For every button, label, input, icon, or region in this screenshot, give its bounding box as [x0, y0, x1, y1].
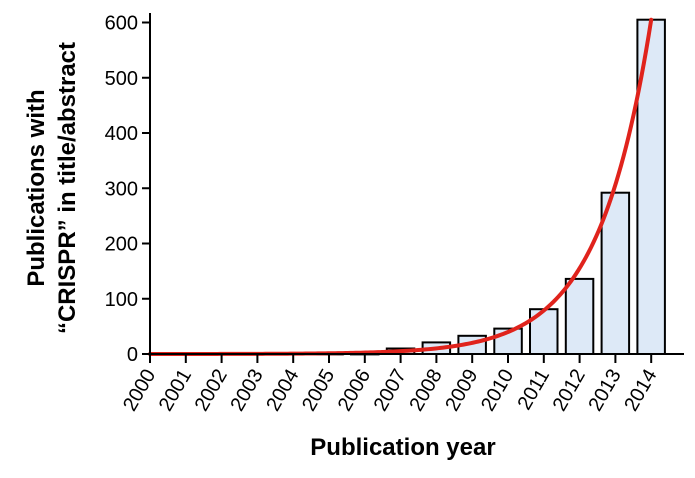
- y-tick-label-600: 600: [105, 13, 138, 35]
- x-tick-label-2010: 2010: [477, 366, 518, 416]
- x-tick-label-2007: 2007: [370, 366, 411, 416]
- x-tick-label-2000: 2000: [119, 366, 160, 416]
- bar-2012: [564, 277, 595, 355]
- bar-2013: [600, 191, 631, 355]
- x-tick-label-2009: 2009: [441, 366, 482, 416]
- x-tick-label-2011: 2011: [514, 366, 555, 414]
- x-tick-label-2013: 2013: [584, 366, 625, 416]
- y-axis-title-line-1: Publications with: [23, 89, 50, 286]
- x-tick-label-2006: 2006: [334, 366, 375, 416]
- x-tick-label-2005: 2005: [298, 366, 339, 416]
- x-tick-label-2012: 2012: [549, 366, 590, 416]
- bars-group: [314, 18, 666, 356]
- x-tick-label-2004: 2004: [262, 366, 303, 416]
- y-tick-label-300: 300: [105, 178, 138, 200]
- y-tick-label-0: 0: [127, 344, 138, 366]
- x-tick-label-2002: 2002: [191, 366, 232, 416]
- x-tick-label-2008: 2008: [405, 366, 446, 416]
- y-axis-title: Publications with “CRISPR” in title/abst…: [23, 42, 81, 334]
- x-tick-label-2001: 2001: [155, 366, 196, 416]
- axes-group: [149, 13, 684, 355]
- x-tick-label-2003: 2003: [226, 366, 267, 416]
- y-axis-title-line-2: “CRISPR” in title/abstract: [54, 42, 81, 334]
- y-tick-label-500: 500: [105, 68, 138, 90]
- y-ticks-group: 0 100 200 300 400 500 600: [105, 13, 150, 366]
- x-axis-title: Publication year: [310, 434, 495, 461]
- x-tick-label-2014: 2014: [620, 366, 661, 416]
- y-tick-label-400: 400: [105, 123, 138, 145]
- y-tick-label-200: 200: [105, 234, 138, 256]
- y-tick-label-100: 100: [105, 289, 138, 311]
- x-ticks-group: 2000200120022003200420052006200720082009…: [119, 354, 662, 415]
